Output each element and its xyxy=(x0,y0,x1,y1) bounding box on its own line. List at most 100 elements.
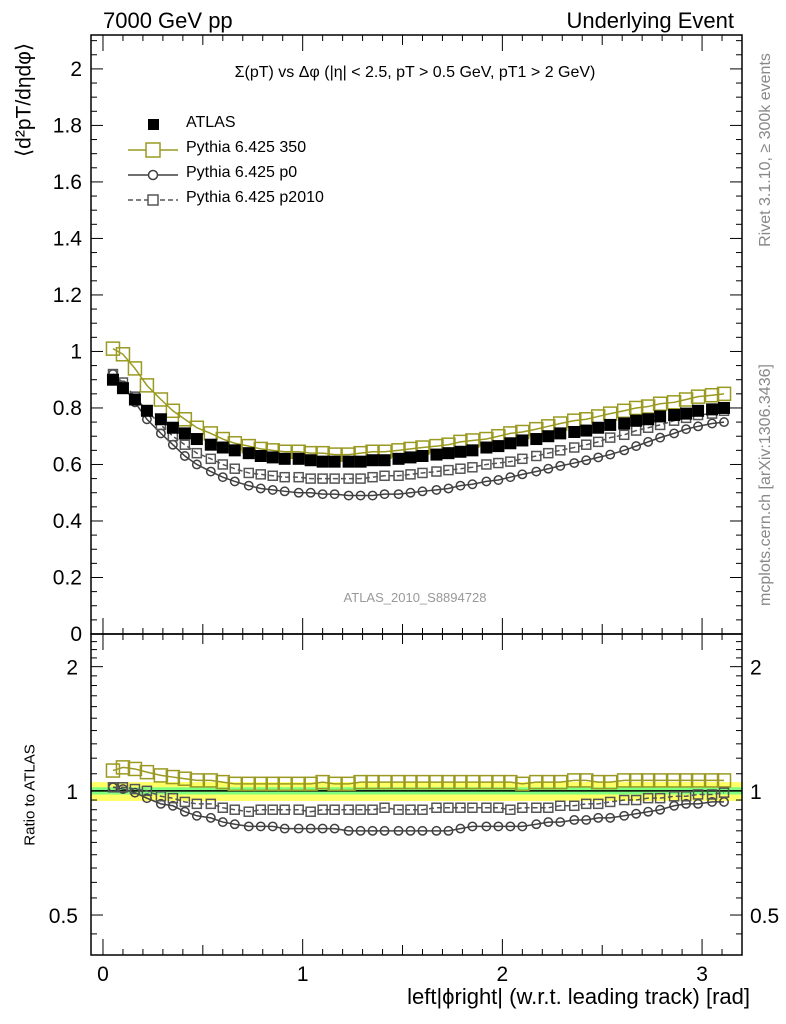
point-pythia-6-425-p0 xyxy=(481,476,492,487)
point-ratio-pythia-6-425-p0 xyxy=(431,825,442,836)
point-pythia-6-425-p0 xyxy=(205,466,216,477)
point-ratio-pythia-6-425-p2010 xyxy=(217,802,229,813)
point-ratio-pythia-6-425-p2010 xyxy=(431,802,442,813)
point-atlas xyxy=(242,447,255,460)
point-ratio-pythia-6-425-p0 xyxy=(417,825,428,836)
point-ratio-pythia-6-425-p2010 xyxy=(569,800,580,812)
point-ratio-pythia-6-425-350 xyxy=(453,774,468,790)
point-ratio-pythia-6-425-350 xyxy=(541,774,556,790)
point-ratio-pythia-6-425-350 xyxy=(291,776,306,792)
point-ratio-pythia-6-425-350 xyxy=(153,768,169,783)
point-ratio-pythia-6-425-p0 xyxy=(493,821,504,832)
point-ratio-pythia-6-425-350 xyxy=(341,776,356,792)
point-pythia-6-425-p0 xyxy=(531,466,542,477)
point-ratio-pythia-6-425-350 xyxy=(716,773,732,788)
point-pythia-6-425-p2010 xyxy=(267,470,278,482)
point-pythia-6-425-p2010 xyxy=(379,470,390,482)
point-ratio-pythia-6-425-p0 xyxy=(543,817,554,828)
point-atlas xyxy=(106,373,119,386)
point-ratio-pythia-6-425-p0 xyxy=(367,825,378,836)
point-pythia-6-425-350 xyxy=(105,341,121,356)
point-pythia-6-425-p2010 xyxy=(393,470,404,482)
point-ratio-pythia-6-425-350 xyxy=(215,774,231,790)
point-ratio-pythia-6-425-350 xyxy=(203,773,219,788)
point-ratio-pythia-6-425-p2010 xyxy=(205,798,217,810)
point-ratio-pythia-6-425-350 xyxy=(127,761,143,777)
analysis-id-label: ATLAS_2010_S8894728 xyxy=(343,590,487,605)
point-ratio-pythia-6-425-p2010 xyxy=(255,804,266,815)
legend-marker-pythia-p0 xyxy=(128,169,178,181)
point-pythia-6-425-p0 xyxy=(493,475,504,485)
point-ratio-pythia-6-425-350 xyxy=(616,773,632,788)
point-atlas xyxy=(592,421,605,434)
line-ratio-pythia-6-425-p2010 xyxy=(112,786,725,813)
point-ratio-pythia-6-425-p2010 xyxy=(493,802,504,813)
point-ratio-pythia-6-425-350 xyxy=(465,774,480,790)
point-ratio-pythia-6-425-350 xyxy=(265,776,280,792)
point-pythia-6-425-350 xyxy=(716,386,732,402)
point-ratio-pythia-6-425-p0 xyxy=(681,798,692,809)
point-ratio-pythia-6-425-350 xyxy=(403,774,418,790)
point-ratio-pythia-6-425-p2010 xyxy=(243,806,255,817)
point-pythia-6-425-350 xyxy=(177,412,193,427)
point-ratio-pythia-6-425-p2010 xyxy=(467,802,478,813)
point-pythia-6-425-p0 xyxy=(693,421,704,432)
point-pythia-6-425-p2010 xyxy=(255,469,266,480)
point-atlas xyxy=(692,404,705,417)
point-ratio-pythia-6-425-p2010 xyxy=(618,794,630,806)
point-pythia-6-425-p2010 xyxy=(243,467,255,479)
point-atlas xyxy=(642,413,655,426)
point-ratio-pythia-6-425-350 xyxy=(441,774,456,790)
point-atlas xyxy=(304,454,317,467)
point-atlas xyxy=(178,427,191,440)
point-atlas xyxy=(630,414,643,427)
point-pythia-6-425-p0 xyxy=(605,449,616,460)
point-pythia-6-425-p0 xyxy=(631,441,642,452)
point-ratio-pythia-6-425-p0 xyxy=(455,823,466,834)
point-pythia-6-425-p0 xyxy=(393,489,404,500)
point-ratio-pythia-6-425-p2010 xyxy=(417,804,428,815)
point-atlas xyxy=(442,447,455,460)
point-ratio-pythia-6-425-p0 xyxy=(405,825,416,836)
ratio-frame xyxy=(90,633,743,956)
point-pythia-6-425-p2010 xyxy=(279,471,290,483)
point-ratio-pythia-6-425-p0 xyxy=(443,825,454,836)
point-atlas xyxy=(568,425,581,438)
point-ratio-pythia-6-425-p2010 xyxy=(630,794,642,806)
point-pythia-6-425-p2010 xyxy=(343,473,354,484)
point-pythia-6-425-p0 xyxy=(517,469,528,480)
point-atlas xyxy=(492,440,505,453)
point-pythia-6-425-p2010 xyxy=(417,467,428,479)
point-ratio-pythia-6-425-350 xyxy=(415,774,430,790)
x-tick-label: 1 xyxy=(297,963,309,986)
point-ratio-pythia-6-425-p2010 xyxy=(555,800,566,812)
x-tick-label: 2 xyxy=(497,963,509,986)
line-ratio-pythia-6-425-p0 xyxy=(112,786,725,832)
main-y-tick-label: 0.8 xyxy=(53,397,82,420)
point-atlas xyxy=(116,382,129,395)
point-ratio-pythia-6-425-p2010 xyxy=(129,783,141,795)
point-ratio-pythia-6-425-p2010 xyxy=(167,792,179,804)
point-ratio-pythia-6-425-350 xyxy=(704,773,720,788)
point-atlas xyxy=(128,393,141,406)
x-tick-label: 3 xyxy=(696,963,708,986)
point-ratio-pythia-6-425-p2010 xyxy=(642,792,654,804)
main-y-tick-label: 1.6 xyxy=(53,171,82,194)
header-left-label: 7000 GeV pp xyxy=(103,8,233,33)
point-atlas xyxy=(554,427,567,440)
point-pythia-6-425-350 xyxy=(165,403,181,419)
point-pythia-6-425-p2010 xyxy=(293,471,304,483)
point-pythia-6-425-p0 xyxy=(455,480,466,491)
point-ratio-pythia-6-425-350 xyxy=(678,773,694,788)
point-ratio-pythia-6-425-p2010 xyxy=(481,802,492,813)
point-pythia-6-425-p0 xyxy=(569,458,580,469)
point-ratio-pythia-6-425-p0 xyxy=(167,800,178,811)
point-pythia-6-425-p0 xyxy=(619,445,630,456)
point-pythia-6-425-p2010 xyxy=(580,439,592,450)
point-ratio-pythia-6-425-p0 xyxy=(555,817,566,828)
point-ratio-pythia-6-425-p0 xyxy=(141,793,152,804)
point-ratio-pythia-6-425-350 xyxy=(353,774,368,790)
point-atlas xyxy=(542,430,555,443)
point-pythia-6-425-p0 xyxy=(655,432,666,443)
